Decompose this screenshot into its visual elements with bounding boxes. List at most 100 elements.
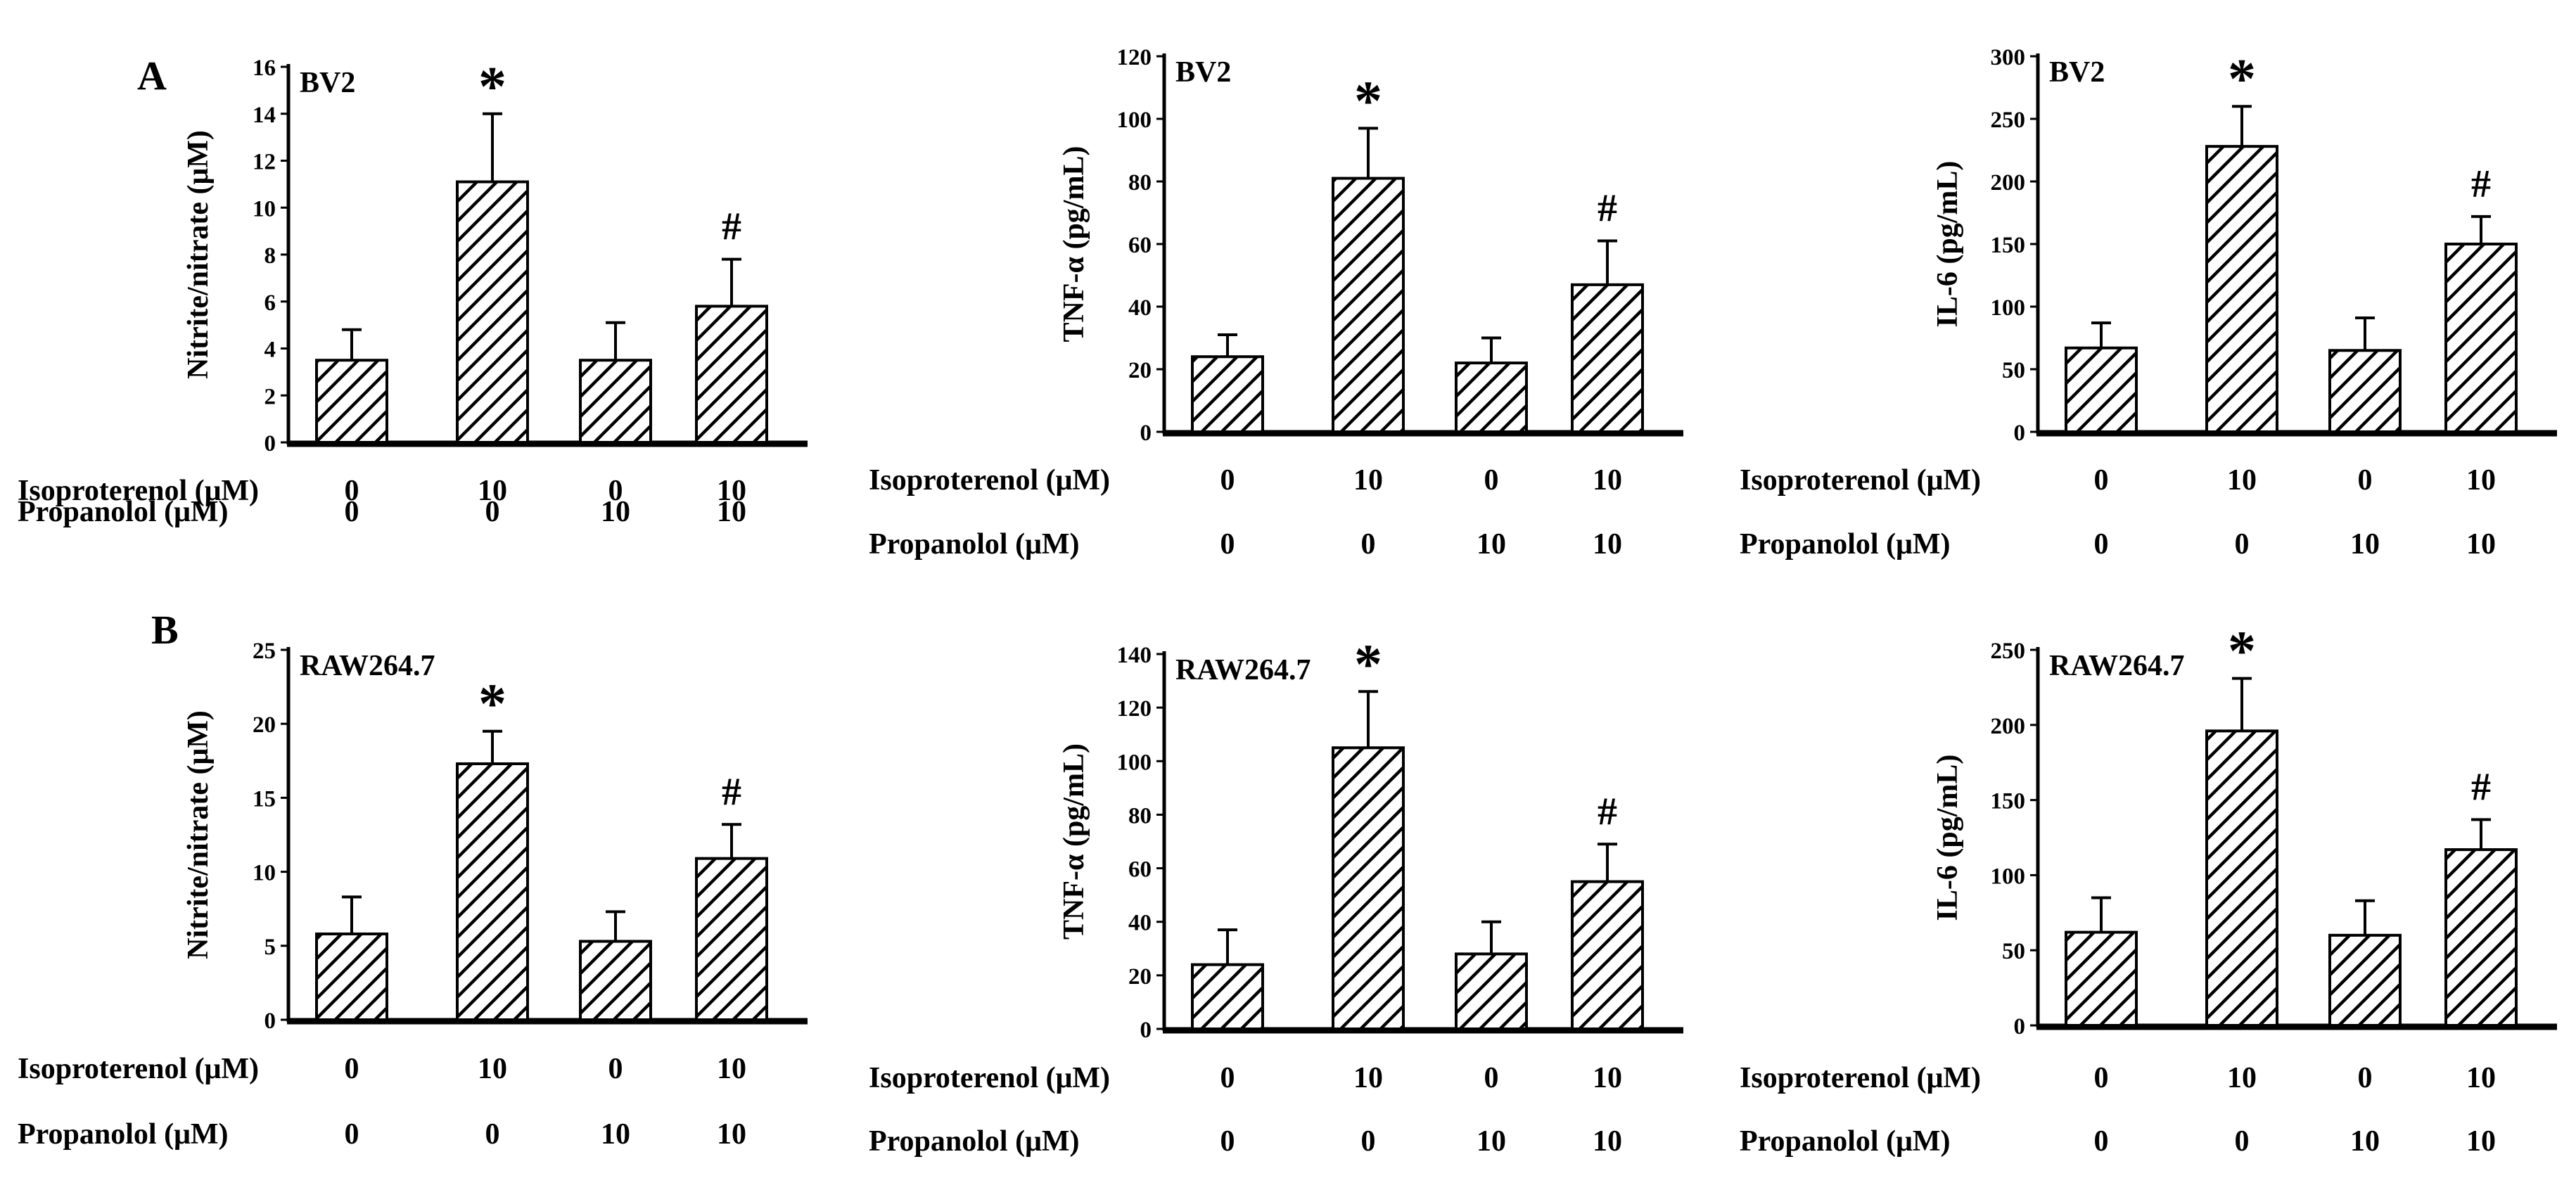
y-tick-label: 200 bbox=[1991, 714, 2026, 739]
isoproterenol-value: 0 bbox=[1220, 464, 1235, 497]
chart-a-nitrite: 0 2 4 6 8 10 12 14 16 Nitrite/nitrate (μM) BV2 * # Is… bbox=[18, 56, 808, 528]
bar bbox=[579, 940, 652, 1022]
propanolol-row-label: Propanolol (μM) bbox=[869, 528, 1080, 561]
panel-label-b: B bbox=[151, 607, 179, 653]
isoproterenol-value: 10 bbox=[2227, 464, 2257, 497]
y-tick-label: 40 bbox=[1128, 295, 1152, 321]
bar bbox=[695, 857, 768, 1021]
y-tick-label: 15 bbox=[253, 786, 276, 812]
bar bbox=[1455, 361, 1528, 433]
isoproterenol-value: 0 bbox=[2094, 1062, 2109, 1094]
propanolol-value: 10 bbox=[717, 1118, 746, 1151]
bar bbox=[1332, 177, 1405, 434]
y-tick-label: 0 bbox=[2014, 421, 2026, 446]
bar bbox=[315, 359, 388, 444]
propanolol-value: 0 bbox=[345, 496, 359, 528]
significance-hash: # bbox=[1598, 790, 1617, 833]
bar bbox=[1571, 880, 1644, 1031]
y-tick-label: 100 bbox=[1117, 750, 1152, 775]
isoproterenol-value: 0 bbox=[2358, 464, 2373, 497]
significance-hash: # bbox=[722, 205, 741, 249]
y-tick-label: 120 bbox=[1117, 45, 1152, 70]
y-tick-label: 100 bbox=[1991, 295, 2026, 321]
propanolol-value: 0 bbox=[1361, 528, 1376, 561]
significance-hash: # bbox=[722, 770, 741, 814]
y-tick-label: 20 bbox=[1128, 358, 1152, 383]
chart-title: BV2 bbox=[1175, 56, 1231, 89]
isoproterenol-value: 10 bbox=[2466, 464, 2496, 497]
y-axis-label: IL-6 (pg/mL) bbox=[1932, 755, 1964, 921]
isoproterenol-row-label: Isoproterenol (μM) bbox=[18, 475, 259, 507]
propanolol-value: 0 bbox=[1361, 1125, 1376, 1158]
y-axis-label: IL-6 (pg/mL) bbox=[1932, 161, 1964, 328]
bar bbox=[456, 180, 529, 444]
isoproterenol-value: 10 bbox=[2466, 1062, 2496, 1094]
bar bbox=[2065, 930, 2138, 1027]
y-tick-label: 2 bbox=[264, 384, 276, 409]
bar bbox=[2065, 346, 2138, 433]
isoproterenol-value: 10 bbox=[478, 475, 507, 507]
propanolol-value: 10 bbox=[601, 1118, 630, 1151]
isoproterenol-value: 0 bbox=[345, 1053, 359, 1085]
y-tick-label: 4 bbox=[264, 338, 276, 363]
y-tick-label: 50 bbox=[2002, 939, 2025, 964]
y-tick-label: 60 bbox=[1128, 857, 1152, 883]
propanolol-value: 0 bbox=[485, 1118, 500, 1151]
bar bbox=[1455, 952, 1528, 1031]
isoproterenol-value: 0 bbox=[1484, 464, 1499, 497]
y-tick-label: 80 bbox=[1128, 803, 1152, 828]
propanolol-row-label: Propanolol (μM) bbox=[1740, 1125, 1951, 1158]
chart-title: RAW264.7 bbox=[1175, 654, 1311, 686]
y-tick-label: 20 bbox=[1128, 964, 1152, 990]
y-tick-label: 50 bbox=[2002, 358, 2025, 383]
significance-star: * bbox=[1354, 70, 1382, 132]
propanolol-value: 10 bbox=[1593, 1125, 1622, 1158]
bar bbox=[315, 932, 388, 1022]
propanolol-value: 0 bbox=[2094, 528, 2109, 561]
y-tick-label: 0 bbox=[264, 1009, 276, 1034]
bar bbox=[2205, 145, 2278, 433]
y-axis-label: TNF-α (pg/mL) bbox=[1058, 743, 1090, 940]
y-tick-label: 80 bbox=[1128, 170, 1152, 196]
bar bbox=[1571, 283, 1644, 433]
significance-star: * bbox=[2228, 49, 2256, 110]
y-tick-label: 100 bbox=[1117, 108, 1152, 133]
significance-hash: # bbox=[2471, 162, 2491, 206]
isoproterenol-row-label: Isoproterenol (μM) bbox=[1740, 1062, 1981, 1094]
isoproterenol-row-label: Isoproterenol (μM) bbox=[1740, 464, 1981, 497]
bar bbox=[2328, 933, 2402, 1027]
isoproterenol-value: 10 bbox=[717, 1053, 746, 1085]
y-tick-label: 12 bbox=[253, 150, 276, 175]
y-tick-label: 0 bbox=[1140, 1018, 1152, 1043]
propanolol-value: 0 bbox=[1220, 1125, 1235, 1158]
bar bbox=[456, 762, 529, 1022]
y-tick-label: 5 bbox=[264, 935, 276, 960]
y-tick-label: 150 bbox=[1991, 233, 2026, 258]
y-tick-label: 8 bbox=[264, 243, 276, 269]
propanolol-row-label: Propanolol (μM) bbox=[1740, 528, 1951, 561]
significance-hash: # bbox=[1598, 187, 1617, 231]
bar bbox=[1191, 963, 1264, 1030]
propanolol-value: 0 bbox=[2235, 1125, 2250, 1158]
isoproterenol-value: 10 bbox=[478, 1053, 507, 1085]
isoproterenol-value: 10 bbox=[1593, 464, 1622, 497]
significance-star: * bbox=[478, 56, 506, 118]
propanolol-value: 10 bbox=[2350, 1125, 2380, 1158]
isoproterenol-value: 0 bbox=[608, 1053, 623, 1085]
bar bbox=[579, 359, 652, 444]
y-tick-label: 40 bbox=[1128, 911, 1152, 936]
isoproterenol-value: 10 bbox=[1593, 1062, 1622, 1094]
y-tick-label: 10 bbox=[253, 196, 276, 222]
chart-title: RAW264.7 bbox=[300, 650, 435, 682]
y-axis-label: TNF-α (pg/mL) bbox=[1058, 146, 1090, 342]
y-tick-label: 0 bbox=[1140, 421, 1152, 446]
significance-star: * bbox=[478, 674, 506, 736]
isoproterenol-value: 10 bbox=[717, 475, 746, 507]
isoproterenol-value: 0 bbox=[1484, 1062, 1499, 1094]
isoproterenol-value: 0 bbox=[1220, 1062, 1235, 1094]
propanolol-value: 10 bbox=[2466, 528, 2496, 561]
significance-star: * bbox=[2228, 621, 2256, 683]
isoproterenol-value: 10 bbox=[1353, 464, 1383, 497]
